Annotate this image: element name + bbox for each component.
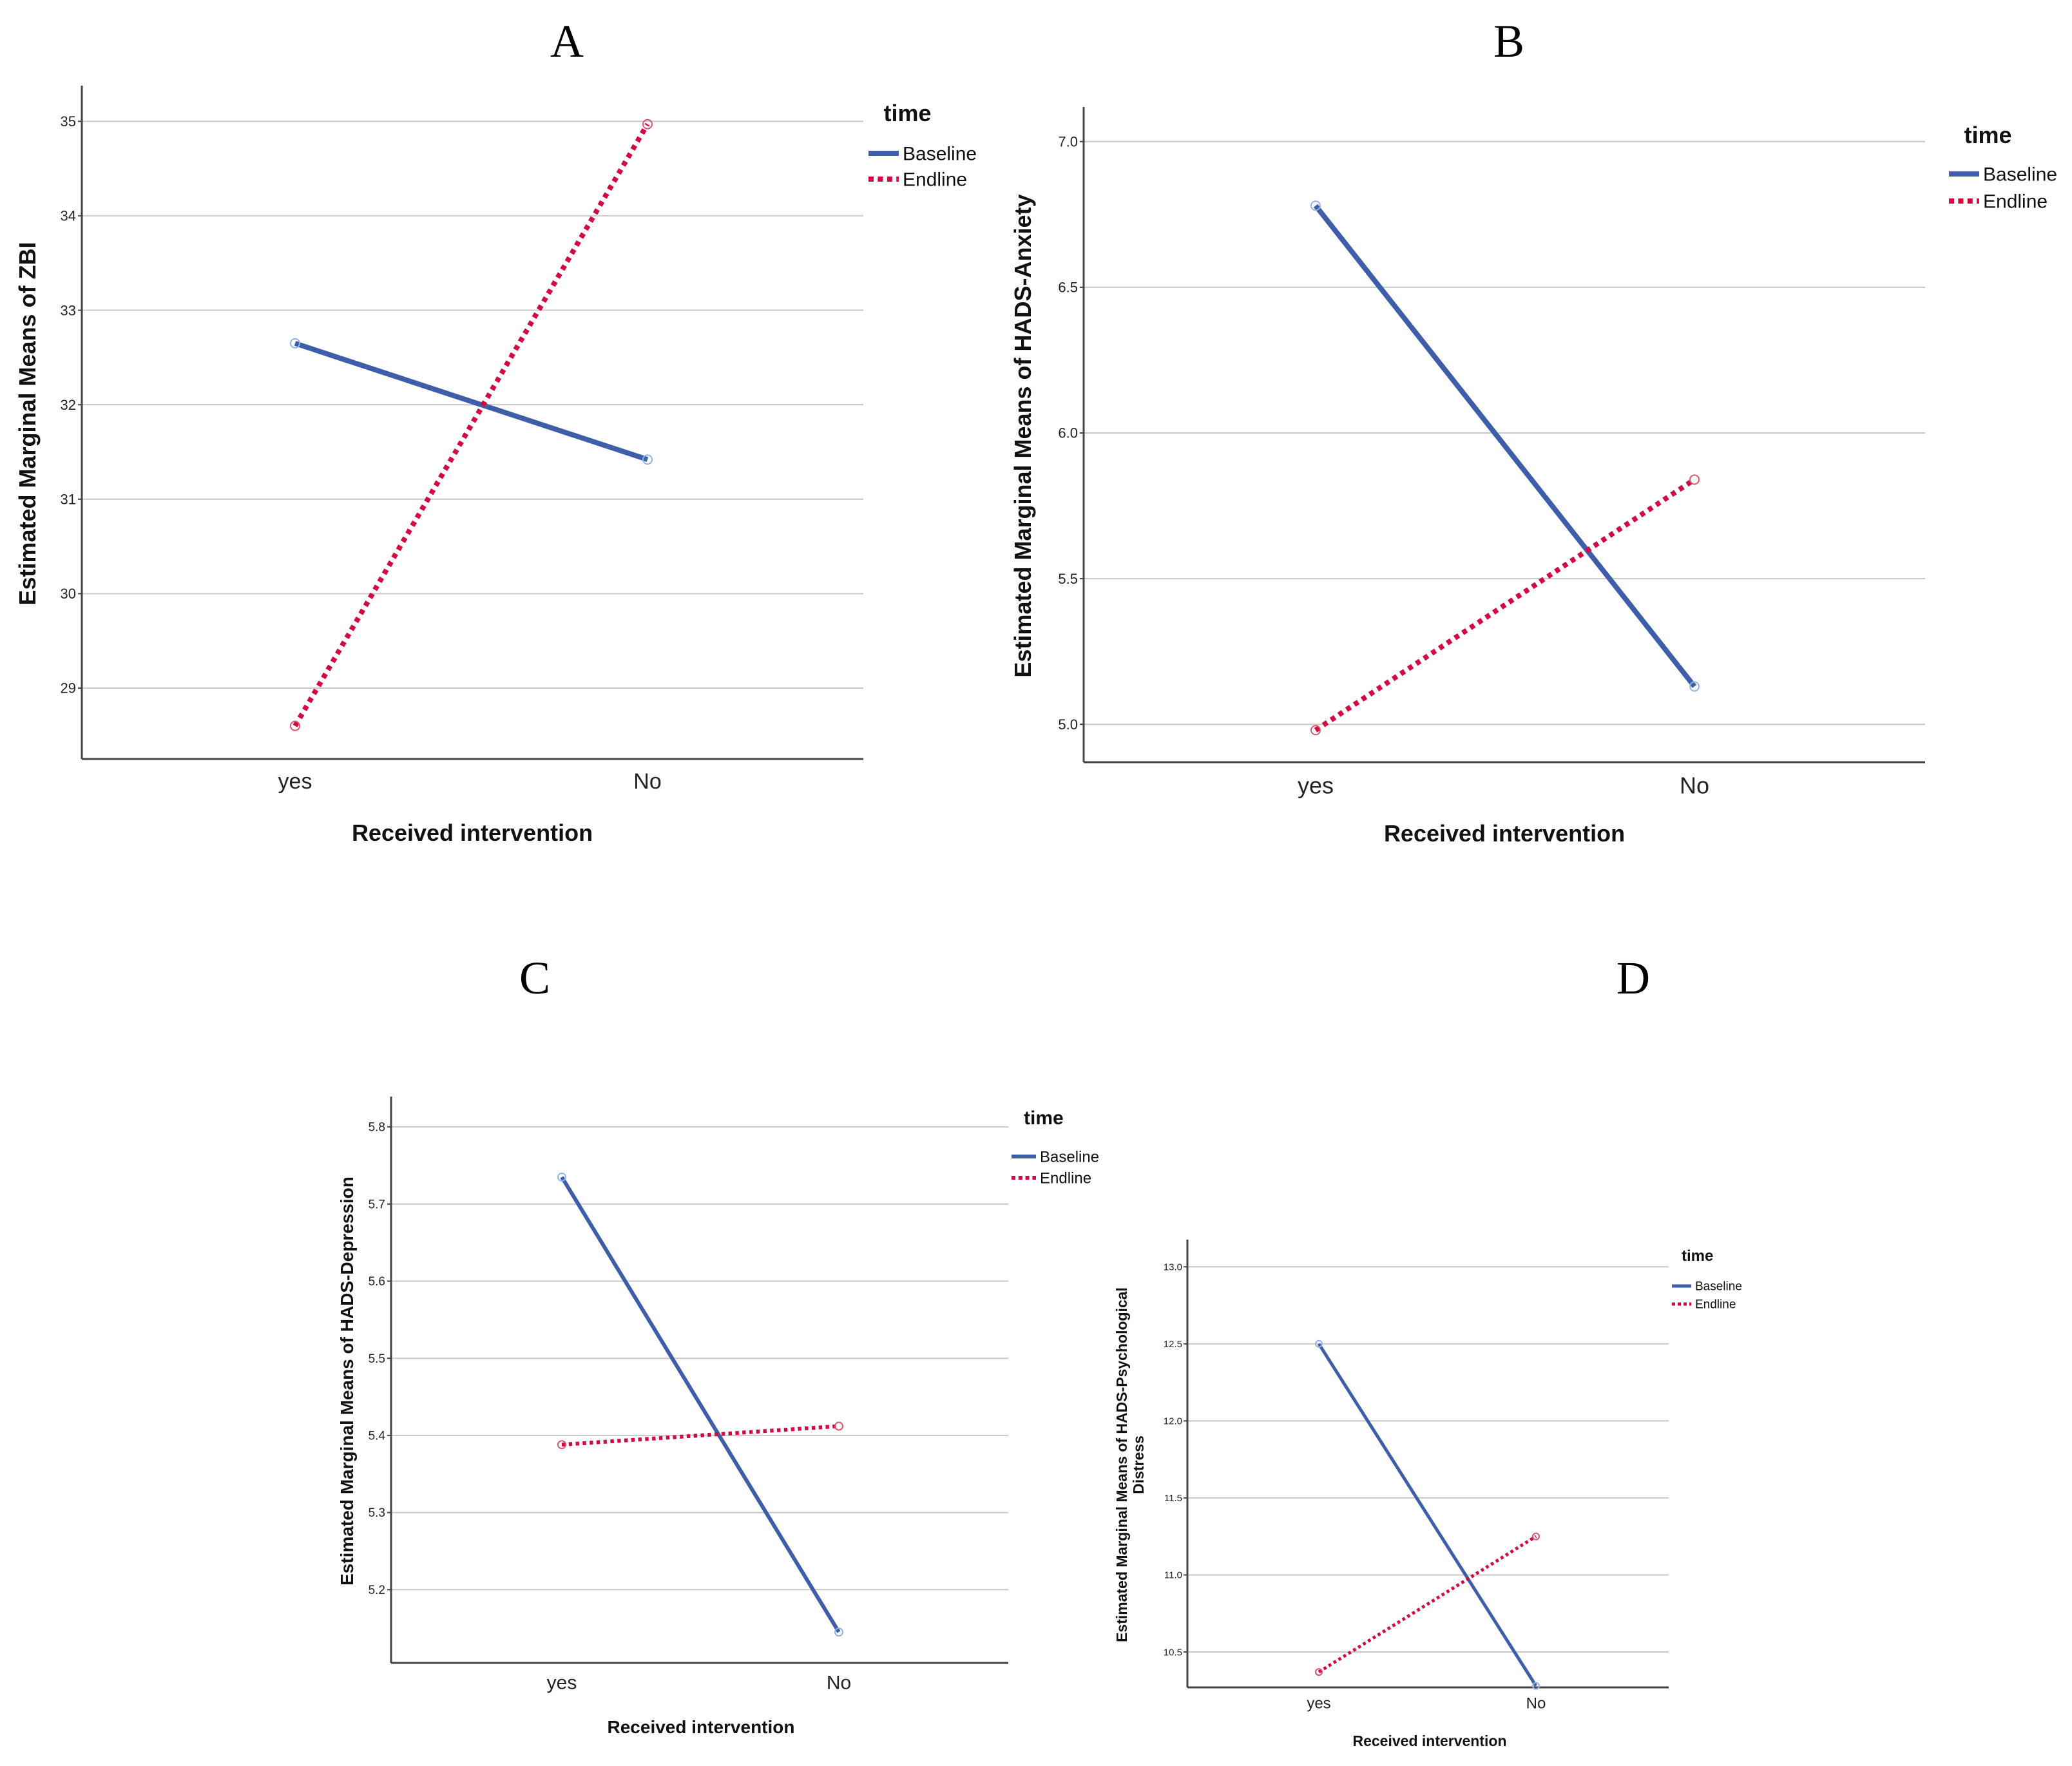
- baseline-series-line: [1313, 204, 1697, 688]
- legend-baseline-label: Baseline: [1983, 164, 2057, 186]
- x-tick-label: No: [633, 769, 661, 794]
- legend-baseline-label: Baseline: [1040, 1148, 1099, 1166]
- y-tick-label: 6.0: [1058, 425, 1078, 441]
- y-tick-label: 11.5: [1164, 1493, 1182, 1504]
- y-tick-label: 6.5: [1058, 280, 1078, 296]
- legend-title: time: [884, 100, 932, 126]
- y-tick-label: 5.8: [369, 1121, 385, 1135]
- chart-panel-d: D 10.5 11.0 11.5 12.0 12.5 13.0 yes No Received i…: [1113, 952, 1742, 1749]
- panel-letter: B: [1493, 15, 1524, 67]
- baseline-data-point: [1532, 1682, 1540, 1690]
- baseline-data-point: [1315, 1339, 1323, 1348]
- legend-title: time: [1024, 1108, 1064, 1129]
- y-axis-title: Estimated Marginal Means of HADS-Anxiety: [1010, 194, 1036, 677]
- y-tick-label: 30: [61, 586, 76, 602]
- x-axis-title: Received intervention: [608, 1717, 795, 1737]
- y-tick-label: 5.3: [369, 1506, 385, 1520]
- panel-letter: C: [519, 952, 550, 1004]
- y-axis-title: Estimated Marginal Means of ZBI: [14, 242, 41, 605]
- y-tick-label: 11.0: [1164, 1570, 1182, 1581]
- y-tick-label: 5.7: [369, 1198, 385, 1211]
- endline-series-line: [293, 122, 650, 727]
- baseline-series-line: [294, 341, 649, 463]
- y-axis-title: Estimated Marginal Means of HADS-Depress…: [337, 1176, 357, 1586]
- chart-panel-c: C 5.2 5.3 5.4 5.5 5.6 5.7 5.8 yes No Received inte…: [337, 952, 1099, 1737]
- baseline-data-point: [290, 338, 300, 349]
- y-tick-label: 5.4: [369, 1430, 386, 1443]
- endline-series-line: [561, 1424, 839, 1447]
- y-tick-label: 12.0: [1164, 1416, 1182, 1427]
- baseline-series-line: [1317, 1343, 1538, 1687]
- endline-data-point: [834, 1421, 843, 1431]
- legend-endline-label: Endline: [1040, 1169, 1091, 1187]
- x-tick-label: No: [1526, 1694, 1546, 1712]
- x-tick-label: yes: [547, 1673, 577, 1694]
- y-tick-label: 32: [61, 397, 76, 413]
- legend-title: time: [1682, 1247, 1713, 1265]
- x-tick-label: No: [1680, 773, 1709, 799]
- y-tick-label: 10.5: [1164, 1647, 1182, 1658]
- panel-letter: D: [1616, 952, 1650, 1004]
- x-axis-title: Received intervention: [1352, 1732, 1506, 1749]
- endline-data-point: [290, 720, 300, 731]
- y-tick-label: 31: [61, 491, 76, 507]
- y-tick-label: 5.0: [1058, 716, 1078, 733]
- endline-data-point: [1532, 1532, 1540, 1540]
- y-tick-label: 35: [61, 113, 76, 130]
- endline-data-point: [1315, 1668, 1323, 1676]
- y-tick-label: 5.2: [369, 1584, 385, 1597]
- y-tick-label: 29: [61, 680, 76, 696]
- legend-title: time: [1964, 122, 2012, 148]
- y-tick-label: 13.0: [1164, 1262, 1182, 1273]
- baseline-data-point: [642, 454, 653, 465]
- x-tick-label: yes: [278, 769, 312, 794]
- y-tick-label: 5.6: [369, 1275, 385, 1289]
- y-tick-label: 33: [61, 302, 76, 318]
- baseline-data-point: [1689, 681, 1700, 692]
- y-axis-title: Distress: [1130, 1435, 1147, 1494]
- legend-endline-label: Endline: [1983, 191, 2048, 213]
- y-axis-title: Estimated Marginal Means of HADS-Psychol…: [1113, 1287, 1130, 1642]
- x-tick-label: No: [827, 1673, 851, 1694]
- panel-letter: A: [550, 15, 584, 67]
- y-tick-label: 12.5: [1164, 1339, 1182, 1350]
- y-tick-label: 5.5: [369, 1352, 385, 1366]
- endline-series-line: [1314, 477, 1696, 733]
- chart-panel-a: A 29 30 31 32 33 34 35 yes No Received interventio…: [14, 15, 977, 846]
- legend-endline-label: Endline: [903, 169, 967, 191]
- endline-data-point: [1310, 725, 1321, 736]
- endline-series-line: [1318, 1535, 1537, 1674]
- x-axis-title: Received intervention: [352, 820, 593, 846]
- baseline-series-line: [560, 1176, 841, 1633]
- y-tick-label: 5.5: [1058, 571, 1078, 587]
- x-axis-title: Received intervention: [1384, 820, 1625, 847]
- legend-baseline-label: Baseline: [903, 144, 977, 165]
- baseline-data-point: [557, 1172, 566, 1182]
- legend-baseline-label: Baseline: [1695, 1280, 1742, 1294]
- baseline-data-point: [1310, 200, 1321, 211]
- x-tick-label: yes: [1298, 773, 1334, 799]
- chart-panel-b: B 5.0 5.5 6.0 6.5 7.0 yes No Received interventi…: [1010, 15, 2057, 847]
- endline-data-point: [557, 1440, 566, 1450]
- y-tick-label: 34: [61, 208, 76, 224]
- endline-data-point: [1689, 474, 1700, 485]
- y-tick-label: 7.0: [1058, 133, 1078, 149]
- baseline-data-point: [834, 1627, 843, 1637]
- endline-data-point: [642, 119, 653, 130]
- legend-endline-label: Endline: [1695, 1298, 1736, 1312]
- x-tick-label: yes: [1307, 1694, 1330, 1712]
